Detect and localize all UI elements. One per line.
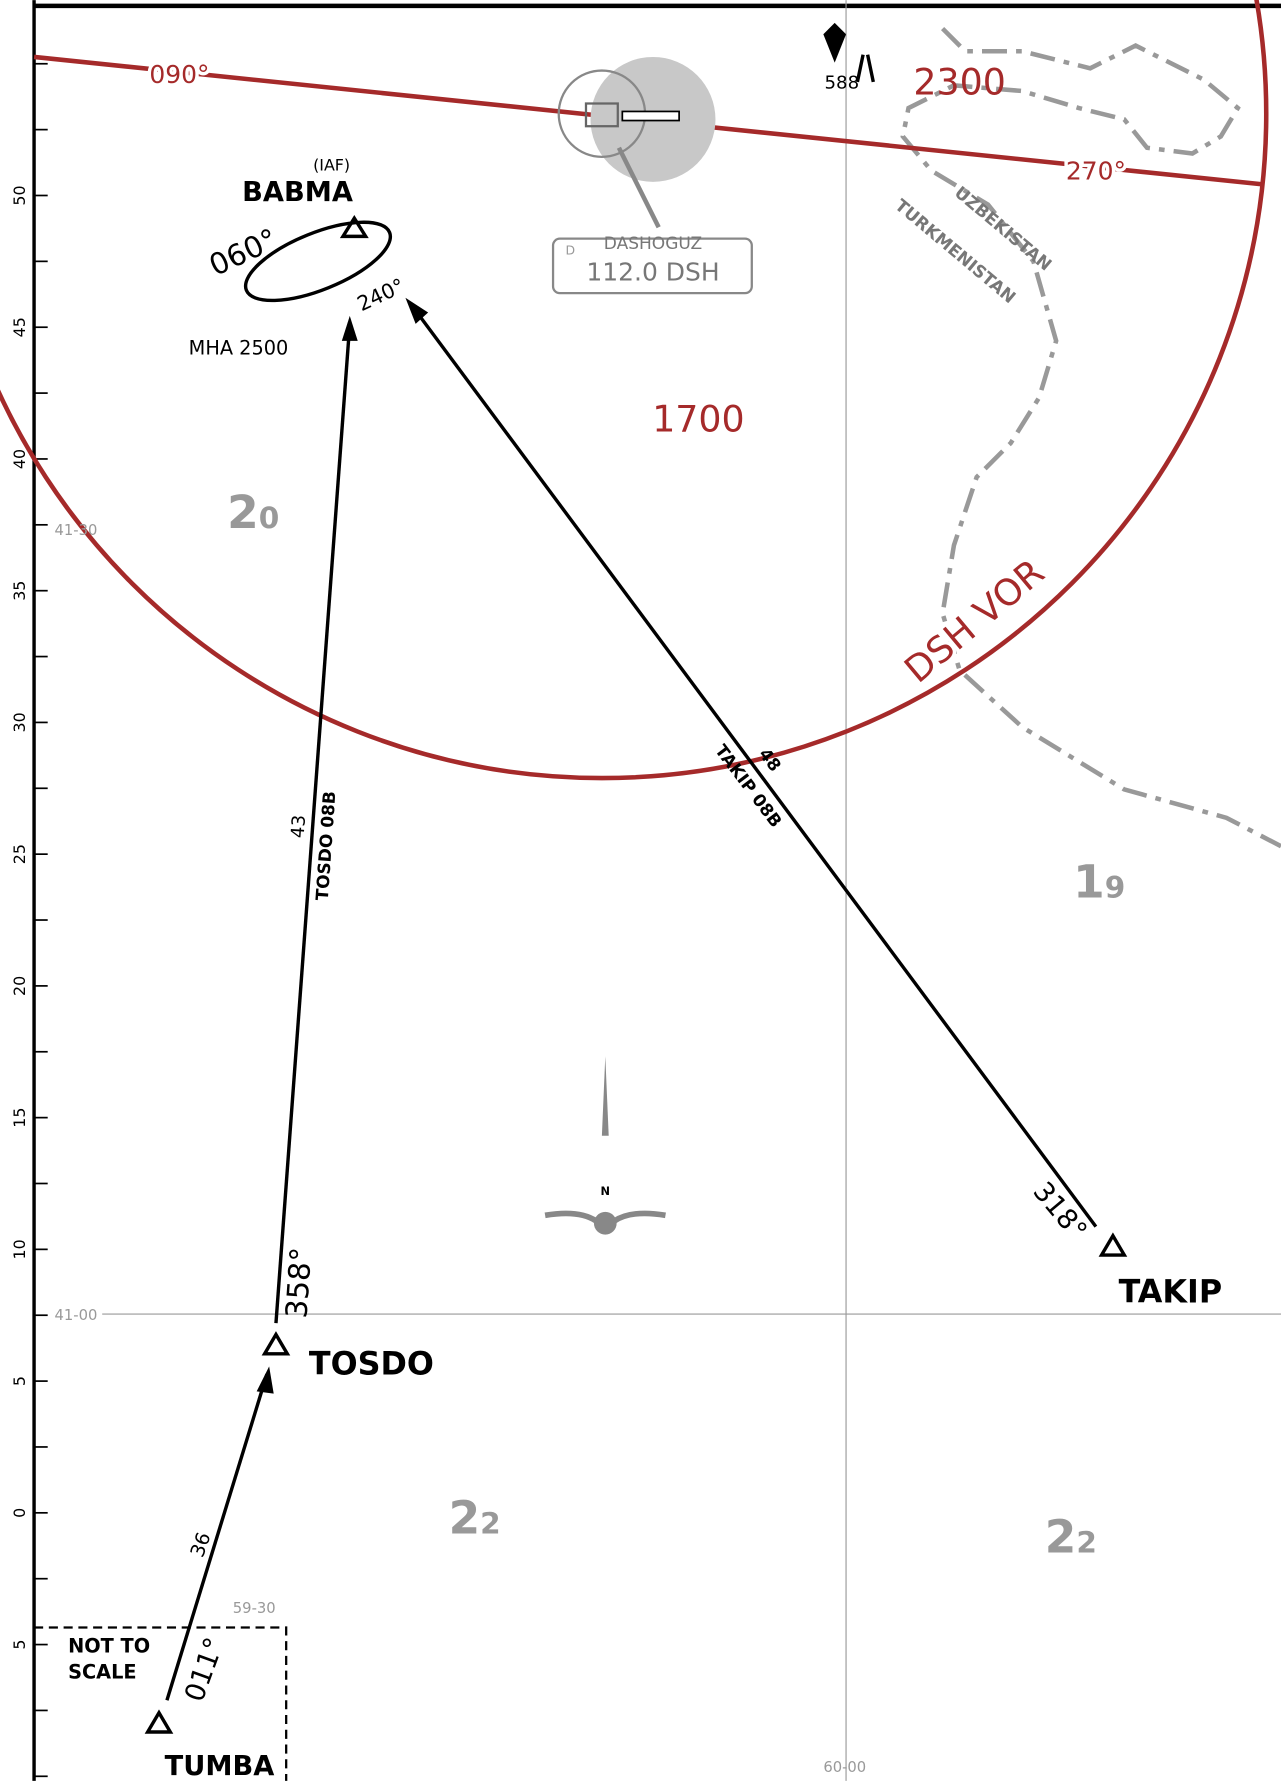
fix-name: TAKIP (1119, 1274, 1223, 1311)
fix (1098, 1232, 1128, 1257)
mora-big: 2 (449, 1491, 481, 1544)
vor-symbol (584, 102, 619, 128)
sector-alt: 1700 (652, 398, 744, 441)
holding-pattern (243, 220, 393, 303)
north-label: N (601, 1184, 611, 1198)
fix (144, 1709, 174, 1734)
not-to-scale-box (34, 1626, 288, 1781)
note: SCALE (68, 1661, 136, 1684)
route-distance: 43 (288, 814, 311, 839)
scale-label: 10 (10, 1239, 29, 1259)
vor-circle (0, 0, 1269, 781)
route-line (409, 303, 1098, 1228)
mora: 22 (1045, 1511, 1097, 1564)
arrowheads (256, 22, 847, 1394)
mora: 20 (227, 486, 279, 539)
frequency-box (551, 237, 753, 295)
box-type: D (566, 243, 576, 258)
mora-small: 9 (1105, 870, 1126, 904)
heading: 358° (279, 1246, 318, 1319)
arrowhead (256, 1366, 274, 1394)
route-name: TOSDO 08B (313, 791, 341, 902)
routes (165, 220, 1098, 1701)
fix-name: TUMBA (165, 1751, 275, 1781)
coord: 59-30 (233, 1600, 276, 1617)
heading: 060° (204, 222, 283, 283)
scale-label: 20 (10, 976, 29, 996)
scale-label: 35 (10, 581, 29, 601)
scale-label: 25 (10, 844, 29, 864)
coord: 60-00 (823, 1759, 866, 1776)
route-line (165, 1373, 269, 1701)
mora-small: 0 (259, 501, 280, 535)
fix-role: (IAF) (313, 156, 350, 175)
scale-label: 15 (10, 1108, 29, 1128)
vor-symbol (621, 110, 680, 122)
fix-symbols (144, 54, 1128, 1734)
mora-small: 2 (480, 1506, 501, 1540)
route-line (274, 323, 352, 1324)
scale-label: 45 (10, 317, 29, 337)
leader (616, 146, 661, 229)
mora-big: 2 (1045, 1511, 1077, 1564)
fix-name: BABMA (242, 177, 353, 208)
heading: 240° (354, 273, 409, 316)
logo (544, 1210, 666, 1224)
arrowhead (341, 315, 358, 341)
logo (593, 1211, 617, 1235)
obstacle-arrow (823, 22, 847, 63)
fix (261, 1331, 291, 1356)
mora-big: 1 (1073, 855, 1105, 908)
north-arrow (601, 1056, 609, 1136)
fix (339, 214, 369, 239)
heading: 011° (179, 1634, 231, 1706)
scale-label: 50 (10, 185, 29, 205)
sector-alt: 2300 (913, 60, 1005, 103)
scale-label: 30 (10, 712, 29, 732)
coord: 41-30 (55, 522, 98, 539)
note: NOT TO (68, 1635, 150, 1658)
mha: MHA 2500 (189, 336, 289, 359)
radial-label: 090° (149, 60, 209, 89)
mora-small: 2 (1076, 1526, 1097, 1560)
arrowhead (405, 297, 429, 324)
frequency: 112.0 DSH (586, 258, 719, 287)
radial-label: 270° (1066, 157, 1126, 186)
scale-label: 5 (10, 1640, 29, 1650)
country-border (900, 26, 1281, 849)
scale-label: 5 (10, 1376, 29, 1386)
scale-label: 0 (10, 1508, 29, 1518)
mora: 22 (449, 1491, 501, 1544)
mora: 19 (1073, 855, 1125, 908)
fix-name: TOSDO (309, 1345, 434, 1382)
mora-big: 2 (227, 486, 259, 539)
navaid-name: DASHOGUZ (604, 234, 702, 254)
coord: 41-00 (55, 1307, 98, 1324)
obstacle (855, 54, 875, 83)
scale-label: 40 (10, 449, 29, 469)
obstacle-elev: 588 (824, 73, 859, 94)
